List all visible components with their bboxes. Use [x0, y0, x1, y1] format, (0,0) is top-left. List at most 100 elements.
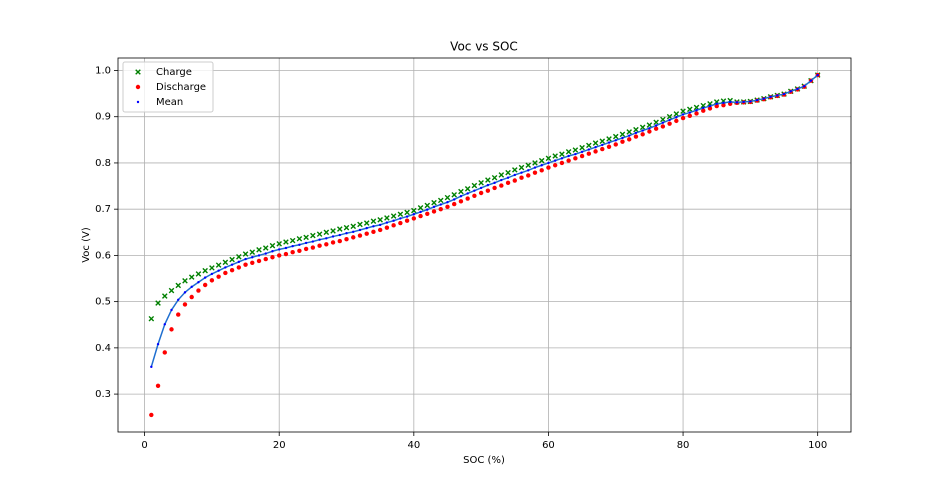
point	[621, 136, 624, 140]
point	[303, 246, 309, 252]
point	[574, 152, 577, 156]
point	[444, 194, 451, 201]
point	[500, 178, 503, 182]
point	[392, 219, 395, 222]
point	[803, 85, 806, 88]
point	[640, 132, 645, 137]
point	[816, 73, 819, 77]
point	[499, 183, 504, 188]
x-tick-label: 20	[273, 440, 286, 451]
point	[417, 204, 424, 211]
point	[357, 233, 363, 238]
point	[411, 207, 417, 214]
point	[688, 111, 691, 114]
y-axis-label: Voc (V)	[81, 227, 92, 263]
point	[182, 278, 188, 284]
point	[653, 126, 659, 131]
point	[323, 229, 330, 236]
point	[156, 342, 160, 346]
point	[471, 182, 478, 189]
point	[351, 235, 356, 240]
point	[479, 186, 483, 190]
point	[170, 308, 173, 312]
point	[687, 113, 692, 118]
point	[188, 274, 195, 280]
point	[223, 270, 228, 276]
point	[686, 106, 693, 113]
point	[762, 97, 766, 100]
point	[702, 106, 705, 110]
point	[639, 124, 646, 131]
point	[262, 245, 269, 251]
point	[681, 113, 685, 116]
point	[518, 164, 525, 171]
point	[735, 101, 739, 104]
point	[478, 180, 484, 186]
point	[296, 235, 303, 242]
y-tick-label: 0.9	[95, 112, 111, 123]
point	[182, 302, 188, 307]
point	[397, 211, 404, 218]
point	[478, 190, 484, 196]
point	[249, 249, 256, 255]
point	[586, 151, 592, 156]
point	[512, 178, 517, 183]
point	[177, 298, 180, 301]
point	[183, 291, 187, 294]
point	[606, 136, 612, 142]
point	[391, 223, 396, 228]
x-tick-label: 80	[677, 440, 690, 451]
plot-frame	[117, 57, 852, 433]
point	[439, 203, 442, 206]
legend-box	[122, 61, 214, 113]
point	[331, 235, 335, 238]
point	[271, 250, 274, 253]
point	[304, 241, 308, 245]
point	[485, 188, 491, 193]
point	[552, 163, 558, 168]
legend-label: Mean	[156, 97, 183, 108]
point	[365, 226, 368, 230]
point	[532, 170, 538, 175]
point	[358, 228, 362, 232]
point	[627, 137, 632, 142]
point	[680, 108, 686, 114]
point	[432, 205, 436, 209]
point	[485, 177, 491, 183]
point	[486, 183, 490, 187]
y-tick-label: 0.4	[95, 343, 111, 354]
point	[155, 300, 161, 306]
x-tick-label: 0	[141, 440, 147, 451]
point	[498, 172, 505, 178]
point	[464, 186, 471, 192]
point	[809, 79, 813, 82]
point	[298, 243, 301, 246]
point	[278, 248, 281, 251]
point	[438, 206, 443, 212]
point	[721, 102, 726, 108]
point	[216, 274, 221, 279]
point	[446, 201, 449, 204]
point	[310, 245, 316, 250]
point	[385, 221, 389, 224]
point	[316, 231, 323, 237]
point	[715, 102, 718, 105]
point	[196, 288, 201, 293]
point	[472, 193, 477, 198]
point	[594, 146, 597, 149]
point	[579, 153, 585, 159]
point	[163, 323, 166, 326]
point	[168, 287, 175, 294]
point	[473, 189, 476, 192]
point	[545, 155, 552, 162]
point	[289, 237, 296, 244]
point	[707, 106, 713, 111]
point	[600, 146, 605, 152]
point	[290, 249, 295, 255]
point	[190, 285, 193, 289]
point	[195, 271, 202, 277]
point	[155, 383, 161, 388]
point	[593, 149, 598, 154]
point	[357, 221, 363, 228]
